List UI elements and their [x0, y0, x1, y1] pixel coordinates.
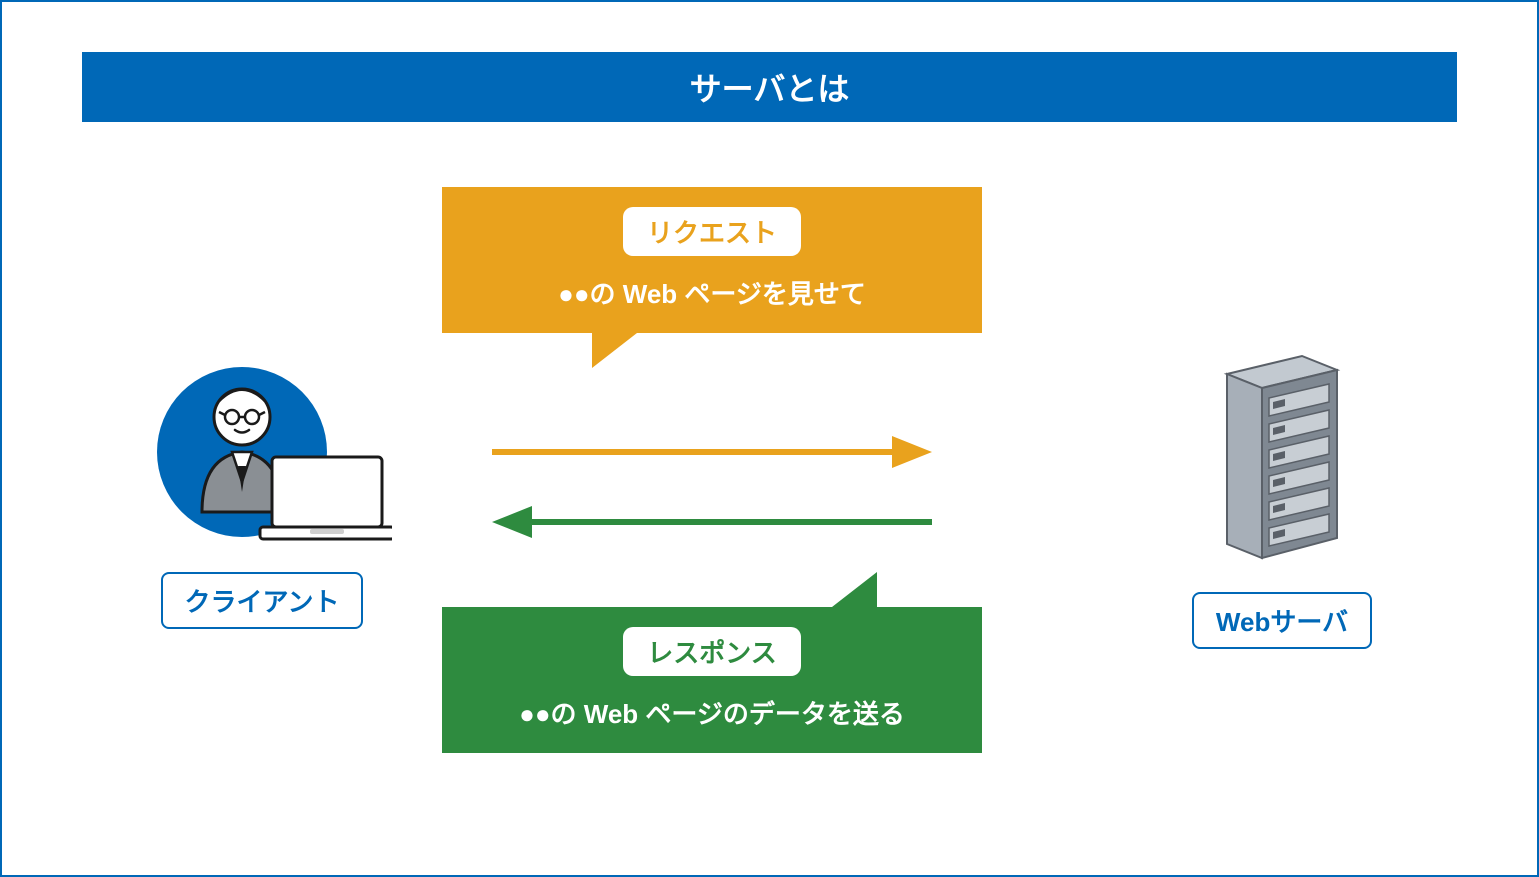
- response-tag: レスポンス: [623, 627, 800, 676]
- response-bubble-tail: [832, 572, 877, 607]
- request-arrow: [492, 432, 932, 472]
- response-arrow: [492, 502, 932, 542]
- request-bubble-tail: [592, 333, 637, 368]
- response-text: ●●の Web ページのデータを送る: [462, 694, 962, 731]
- request-tag: リクエスト: [623, 207, 801, 256]
- diagram-canvas: サーバとは: [0, 0, 1539, 877]
- title-text: サーバとは: [690, 64, 850, 110]
- client-icon: [132, 362, 392, 542]
- client-label: クライアント: [161, 572, 364, 629]
- request-bubble: リクエスト ●●の Web ページを見せて: [442, 187, 982, 333]
- client-node: クライアント: [132, 362, 392, 629]
- response-bubble: レスポンス ●●の Web ページのデータを送る: [442, 607, 982, 753]
- request-text: ●●の Web ページを見せて: [462, 274, 962, 311]
- server-node: Webサーバ: [1157, 352, 1407, 649]
- title-bar: サーバとは: [82, 52, 1457, 122]
- server-icon: [1207, 352, 1357, 562]
- server-label: Webサーバ: [1192, 592, 1372, 649]
